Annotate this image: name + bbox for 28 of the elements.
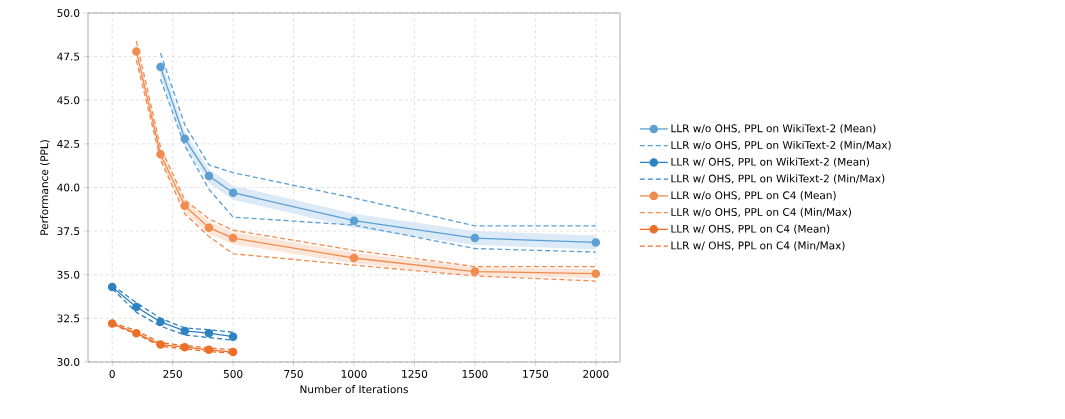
x-tick-label: 1750: [523, 369, 549, 378]
y-tick-label: 45.0: [57, 96, 80, 105]
x-tick-label: 750: [284, 369, 303, 378]
y-tick-label: 40.0: [57, 183, 80, 192]
x-tick-label: 1000: [341, 369, 367, 378]
y-tick-label: 50.0: [57, 9, 80, 17]
x-tick-label: 1250: [402, 369, 428, 378]
x-tick-label: 0: [109, 369, 115, 378]
y-tick-label: 35.0: [57, 270, 80, 279]
y-tick-label: 30.0: [57, 358, 80, 366]
legend-label: LLR w/ OHS, PPL on C4 (Mean): [671, 224, 830, 234]
legend-label: LLR w/ OHS, PPL on WikiText-2 (Mean): [671, 157, 870, 167]
legend-label: LLR w/o OHS, PPL on C4 (Min/Max): [671, 207, 851, 218]
x-tick-label: 2000: [583, 369, 609, 378]
x-tick-label: 500: [223, 369, 243, 378]
y-axis-title: Performance (PPL): [40, 140, 50, 235]
y-tick-label: 47.5: [57, 52, 80, 61]
legend-label: LLR w/ OHS, PPL on WikiText-2 (Min/Max): [671, 174, 885, 184]
legend-label: LLR w/o OHS, PPL on WikiText-2 (Min/Max): [671, 140, 891, 151]
legend-label: LLR w/o OHS, PPL on WikiText-2 (Mean): [671, 124, 876, 134]
legend-label: LLR w/ OHS, PPL on C4 (Min/Max): [671, 241, 845, 251]
y-tick-label: 32.5: [57, 314, 80, 323]
y-tick-label: 37.5: [57, 227, 80, 236]
x-tick-label: 1500: [462, 369, 488, 378]
y-tick-label: 42.5: [57, 139, 80, 148]
x-tick-label: 250: [163, 369, 182, 378]
x-axis-title: Number of Iterations: [300, 385, 408, 394]
legend-label: LLR w/o OHS, PPL on C4 (Mean): [671, 191, 836, 201]
